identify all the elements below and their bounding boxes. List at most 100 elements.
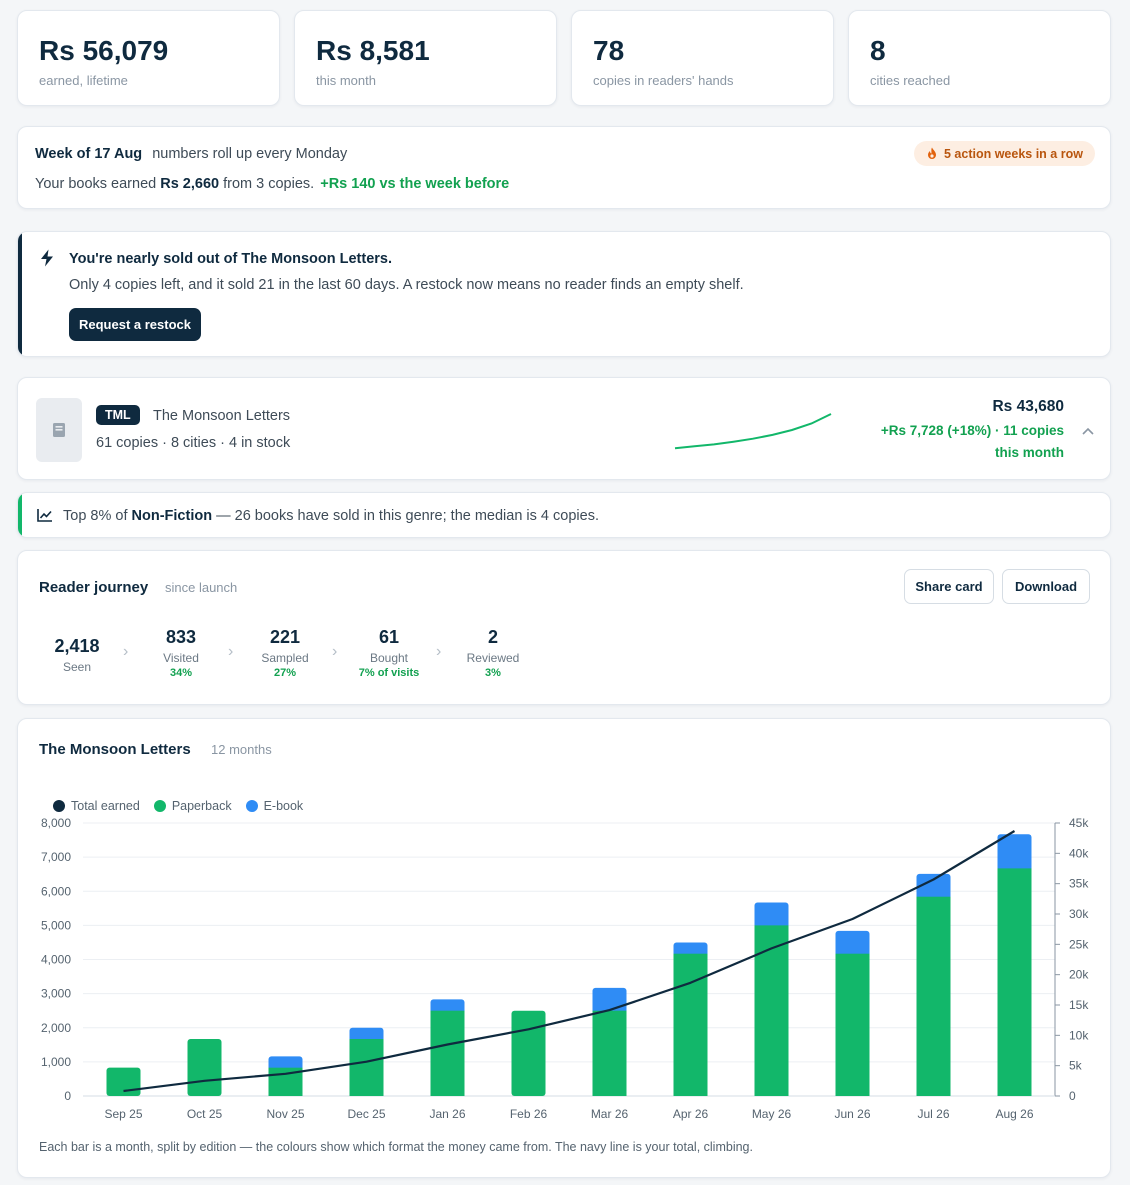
alert-accent-bar (18, 232, 22, 356)
funnel-pct: 3% (485, 667, 501, 679)
y2-tick-label: 25k (1069, 937, 1089, 951)
funnel-value: 833 (165, 627, 197, 647)
bar-ebook (997, 834, 1032, 873)
funnel-value: 2 (487, 627, 498, 647)
earnings-chart: 0 1,000 2,000 3,000 4,000 5,000 6,000 7,000 8,00… (41, 816, 1089, 1121)
bar-paperback (916, 896, 951, 1096)
y-tick-label: 0 (64, 1089, 71, 1103)
journey-title: Reader journey (39, 579, 149, 596)
bar-ebook (835, 930, 870, 958)
chevron-right-icon: › (123, 643, 129, 660)
book-icon (52, 422, 66, 438)
funnel-label: Sampled (261, 651, 309, 665)
chevron-right-icon: › (332, 643, 338, 660)
bar-paperback (511, 1010, 546, 1096)
chart-subtitle: 12 months (211, 742, 272, 757)
funnel-pct: 27% (273, 667, 297, 679)
x-tick-label: Aug 26 (995, 1107, 1033, 1121)
x-tick-label: Jun 26 (834, 1107, 870, 1121)
streak-badge: 5 action weeks in a row (914, 141, 1095, 166)
book-cover-placeholder (36, 398, 82, 462)
weekly-summary-card: Week of 17 Aug numbers roll up every Mon… (17, 126, 1111, 209)
y-tick-label: 4,000 (41, 953, 71, 967)
x-tick-label: Jan 26 (429, 1107, 465, 1121)
bar-paperback (673, 953, 708, 1096)
x-tick-label: Dec 25 (347, 1107, 385, 1121)
y2-tick-label: 35k (1069, 877, 1089, 891)
y2-tick-label: 15k (1069, 998, 1089, 1012)
x-tick-label: May 26 (752, 1107, 792, 1121)
chart-title: The Monsoon Letters (39, 741, 191, 758)
legend-label: Paperback (171, 799, 232, 813)
stat-card-copies: 78 copies in readers' hands (571, 10, 834, 106)
stat-card-month: Rs 8,581 this month (294, 10, 557, 106)
funnel-step-sampled: 221 Sampled 27% (245, 627, 325, 679)
stat-value: Rs 8,581 (316, 35, 430, 66)
y-tick-label: 8,000 (41, 816, 71, 830)
bar-paperback (106, 1067, 141, 1096)
request-restock-button[interactable]: Request a restock (69, 308, 201, 341)
download-button[interactable]: Download (1002, 569, 1090, 604)
chevron-up-icon[interactable] (1082, 422, 1094, 440)
earnings-sparkline (674, 413, 832, 450)
y2-tick-label: 10k (1069, 1028, 1089, 1042)
y2-tick-label: 45k (1069, 816, 1089, 830)
funnel-label: Visited (163, 651, 199, 665)
legend-item-paperback: Paperback (153, 799, 232, 813)
funnel-step-bought: 61 Bought 7% of visits (349, 627, 429, 679)
funnel-label: Seen (62, 660, 92, 674)
legend-swatch (153, 800, 166, 812)
week-line-prefix: Your books earned (35, 176, 157, 192)
funnel-pct: 7% of visits (358, 667, 420, 679)
legend-label: E-book (263, 799, 304, 813)
y-tick-label: 1,000 (41, 1055, 71, 1069)
chevron-right-icon: › (228, 643, 234, 660)
y-tick-label: 7,000 (41, 850, 71, 864)
y2-tick-label: 40k (1069, 846, 1089, 860)
bar-paperback (592, 1010, 627, 1096)
x-tick-label: Jul 26 (917, 1107, 949, 1121)
week-amount: Rs 2,660 (160, 176, 220, 192)
x-tick-label: Sep 25 (104, 1107, 142, 1121)
stat-value: 8 (870, 35, 886, 66)
funnel-step-seen: 2,418 Seen (37, 636, 117, 674)
y-tick-label: 2,000 (41, 1021, 71, 1035)
total-earned-line (123, 830, 1016, 1093)
week-line-mid: from 3 copies. (223, 176, 315, 192)
book-delta-line1: +Rs 7,728 (+18%) · 11 copies (880, 423, 1064, 438)
bar-paperback (430, 1010, 465, 1096)
bar-paperback (187, 1039, 222, 1096)
stat-label: copies in readers' hands (593, 73, 734, 88)
y2-tick-label: 20k (1069, 968, 1089, 982)
week-delta: +Rs 140 vs the week before (320, 176, 510, 192)
funnel-step-reviewed: 2 Reviewed 3% (453, 627, 533, 679)
flame-icon (926, 147, 938, 160)
legend-label: Total earned (71, 799, 140, 813)
reader-journey-card: Reader journey since launch Share card D… (17, 550, 1111, 705)
funnel-value: 221 (269, 627, 301, 647)
alert-title: You're nearly sold out of The Monsoon Le… (69, 251, 393, 267)
bar-paperback (754, 925, 789, 1096)
week-subtitle: numbers roll up every Monday (152, 146, 348, 162)
sparkline-path (674, 413, 832, 450)
journey-subtitle: since launch (165, 580, 238, 595)
book-meta: 61 copies · 8 cities · 4 in stock (96, 435, 291, 451)
y2-tick-label: 30k (1069, 907, 1089, 921)
chart-caption: Each bar is a month, split by edition — … (39, 1140, 753, 1154)
stat-label: cities reached (870, 73, 951, 88)
trend-chart-icon (37, 508, 53, 527)
genre-name: Non-Fiction (131, 508, 213, 524)
book-delta-line2: this month (995, 445, 1064, 460)
genre-accent-bar (18, 493, 22, 537)
streak-label: 5 action weeks in a row (944, 146, 1083, 161)
bar-paperback (835, 953, 870, 1096)
bar-paperback (997, 868, 1032, 1096)
funnel-value: 61 (378, 627, 400, 647)
book-earnings: Rs 43,680 (992, 398, 1064, 415)
alert-body: Only 4 copies left, and it sold 21 in th… (69, 277, 744, 293)
book-title: The Monsoon Letters (153, 408, 291, 424)
restock-alert-card: You're nearly sold out of The Monsoon Le… (17, 231, 1111, 357)
book-card[interactable]: TML The Monsoon Letters 61 copies · 8 ci… (17, 377, 1111, 480)
y-tick-label: 3,000 (41, 987, 71, 1001)
share-card-button[interactable]: Share card (904, 569, 994, 604)
